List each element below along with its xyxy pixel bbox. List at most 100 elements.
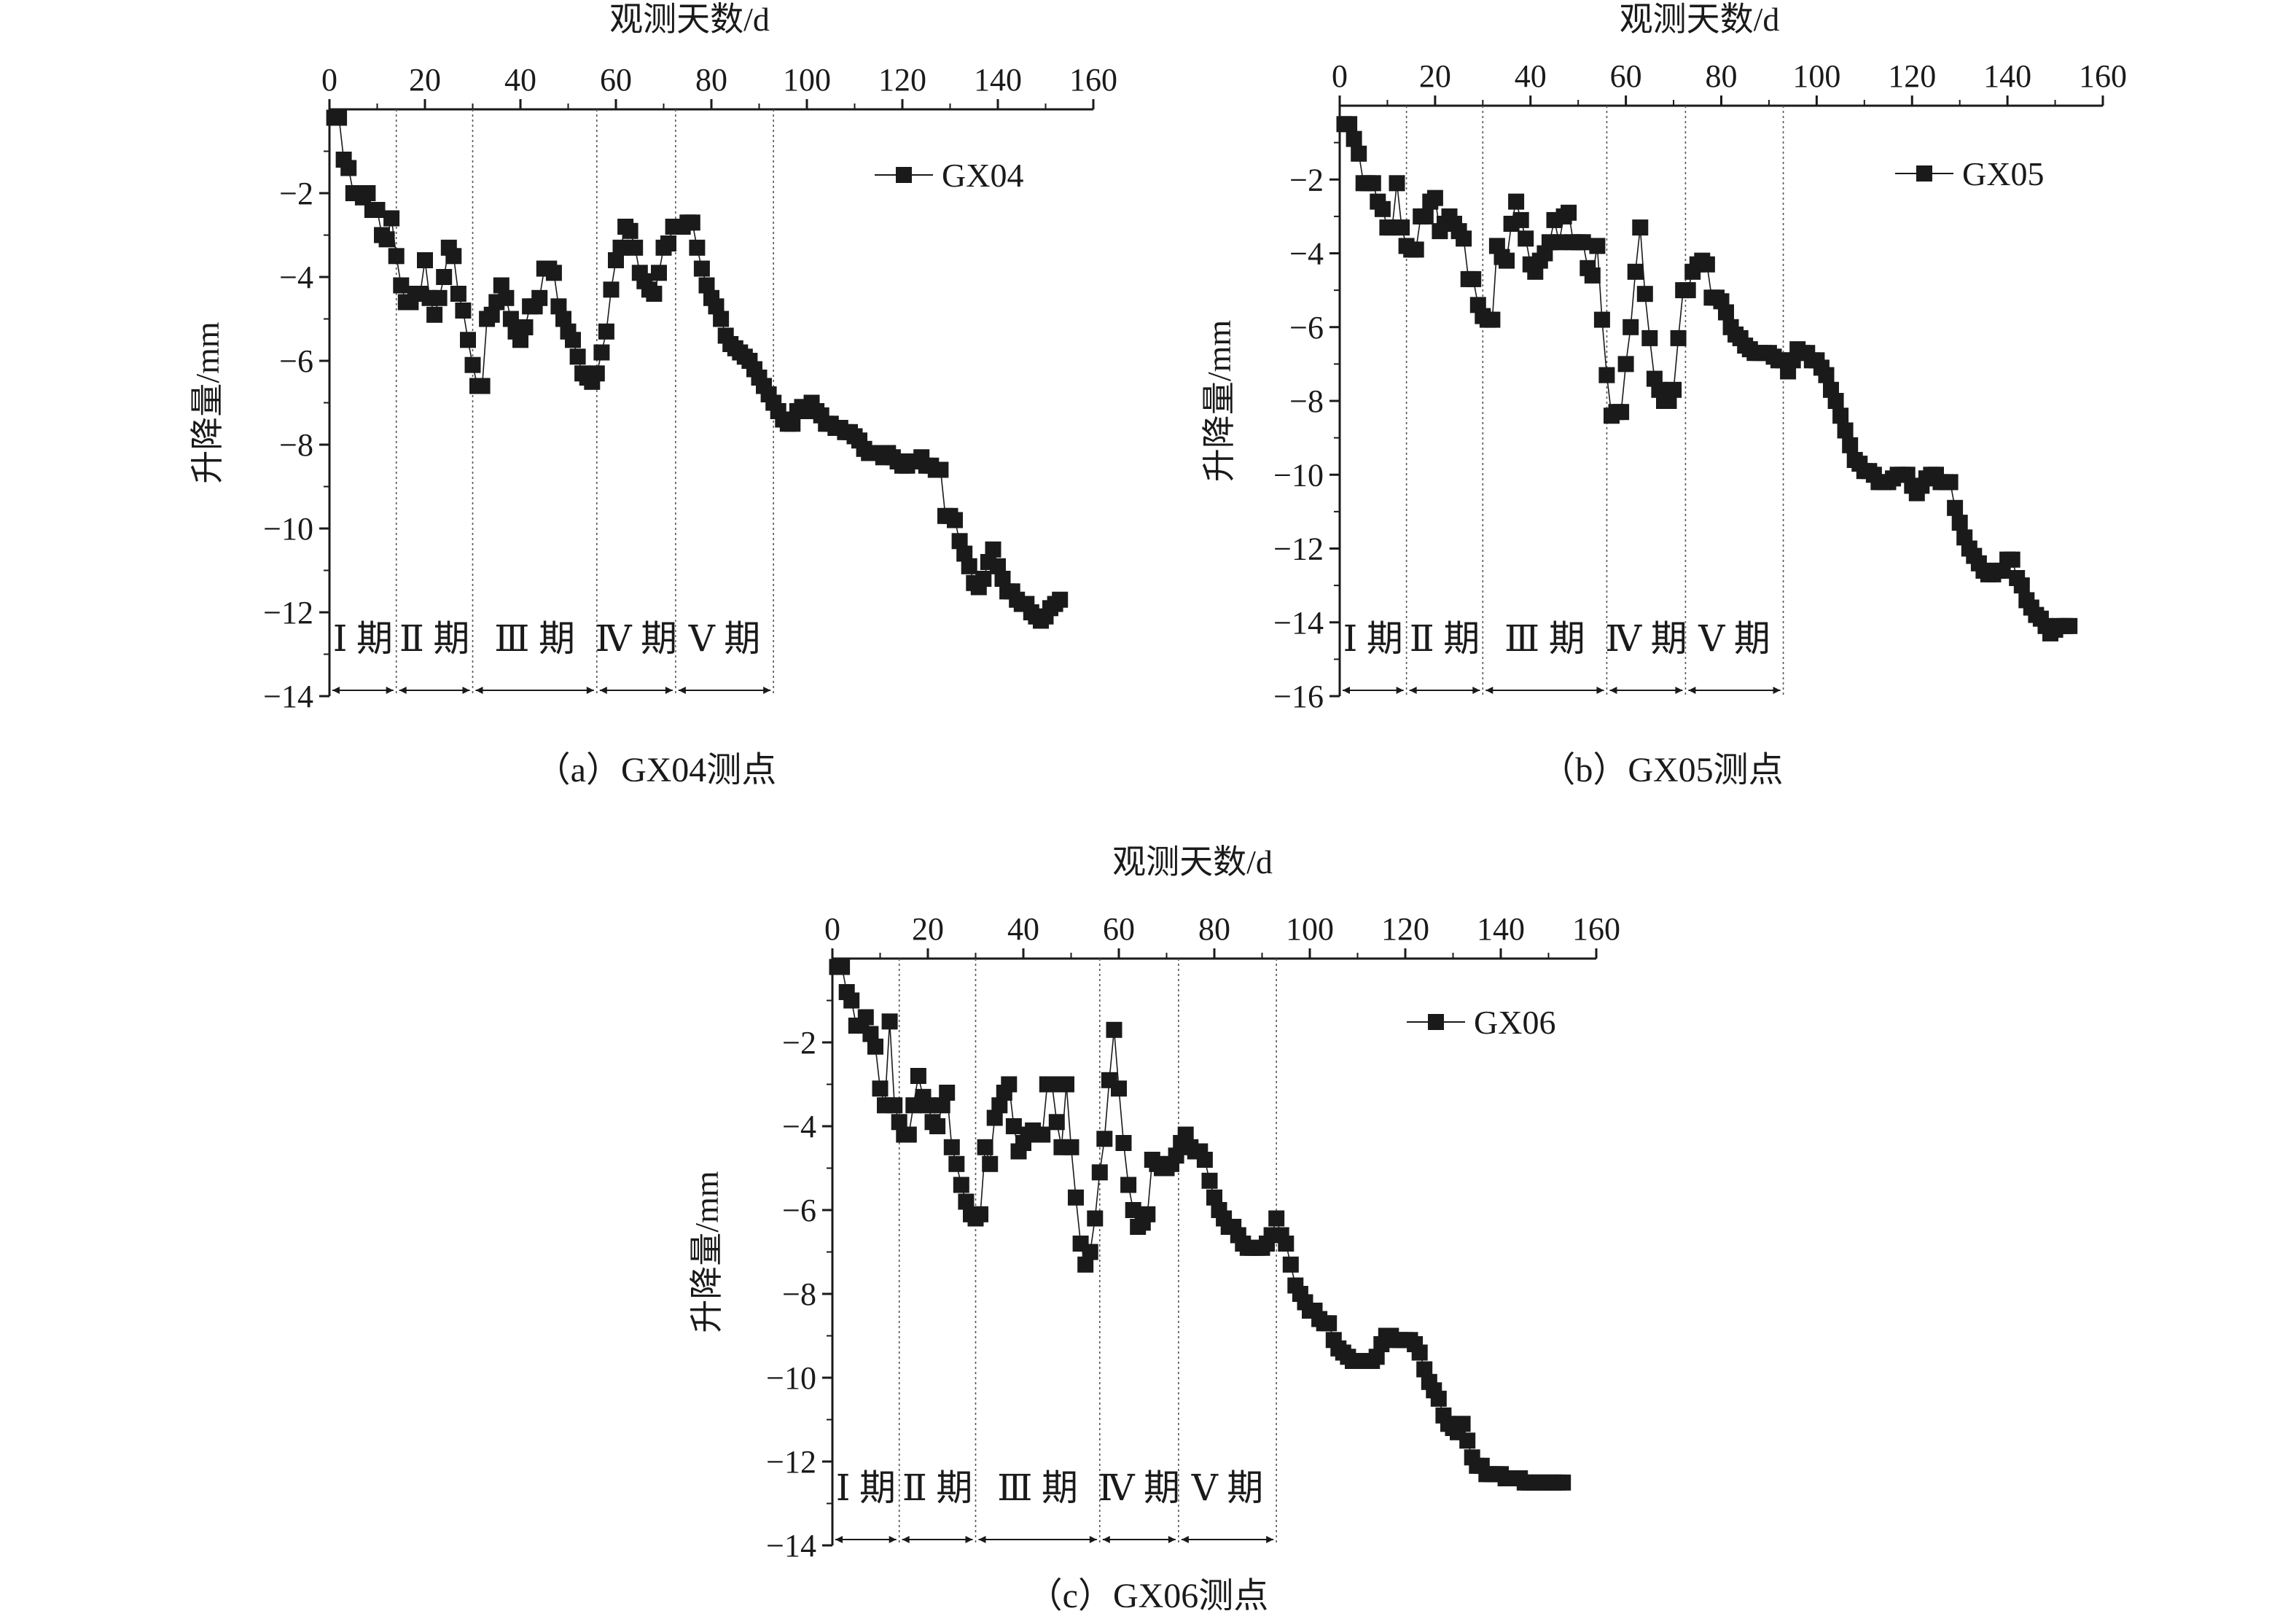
period-label: Ⅲ 期 <box>1504 618 1585 659</box>
data-point-marker <box>565 332 581 348</box>
data-point-marker <box>886 1097 903 1114</box>
data-point-marker <box>956 545 973 562</box>
y-tick-label: −4 <box>279 260 313 295</box>
arrowhead-left <box>1485 687 1493 694</box>
arrowhead-left <box>978 1536 986 1543</box>
data-point-marker <box>431 289 448 306</box>
arrowhead-left <box>332 687 340 694</box>
data-point-marker <box>1115 1135 1132 1151</box>
y-axis-title: 升降量/mm <box>189 321 226 484</box>
x-tick-label: 140 <box>974 62 1022 98</box>
x-tick-label: 140 <box>1477 911 1525 947</box>
data-point-marker <box>608 252 624 268</box>
data-point-marker <box>460 332 476 348</box>
data-point-marker <box>512 332 528 348</box>
data-point-marker <box>1106 1021 1122 1038</box>
y-axis-title: 升降量/mm <box>688 1171 725 1333</box>
data-point-marker <box>1120 1177 1137 1193</box>
data-point-marker <box>1942 474 1959 491</box>
data-point-marker <box>958 1193 975 1210</box>
arrowhead-right <box>1596 687 1604 694</box>
data-point-marker <box>1827 393 1844 409</box>
data-point-marker <box>872 1080 889 1097</box>
data-point-marker <box>1394 219 1410 236</box>
x-tick-label: 40 <box>1515 58 1547 94</box>
arrowhead-left <box>1409 687 1417 694</box>
data-point-marker <box>598 323 614 340</box>
data-point-marker <box>378 231 395 248</box>
x-tick-label: 20 <box>1419 58 1451 94</box>
data-point-marker <box>1411 1344 1428 1361</box>
x-axis-title: 观测天数/d <box>609 1 770 38</box>
period-label: Ⅲ 期 <box>997 1467 1078 1508</box>
data-point-marker <box>627 239 644 256</box>
data-point-marker <box>1068 1189 1084 1206</box>
x-tick-label: 20 <box>409 62 441 98</box>
arrowhead-right <box>386 687 394 694</box>
y-axis-title: 升降量/mm <box>1200 320 1238 483</box>
y-tick-label: −10 <box>1273 457 1324 493</box>
data-point-marker <box>1044 1076 1061 1093</box>
data-point-marker <box>1617 356 1634 372</box>
data-point-marker <box>1282 1256 1299 1273</box>
data-point-marker <box>961 558 977 574</box>
data-point-marker <box>1947 499 1964 516</box>
data-point-marker <box>2013 577 2030 594</box>
data-point-marker <box>340 160 357 176</box>
data-point-marker <box>569 348 586 365</box>
arrowhead-right <box>763 687 771 694</box>
data-point-marker <box>1951 515 1968 531</box>
y-tick-label: −12 <box>1273 531 1324 567</box>
data-point-marker <box>603 281 620 298</box>
period-label: Ⅴ 期 <box>688 618 761 659</box>
x-tick-label: 100 <box>1286 911 1334 947</box>
y-tick-label: −10 <box>263 511 313 547</box>
data-point-marker <box>1407 241 1424 258</box>
y-tick-label: −8 <box>1289 383 1324 419</box>
data-point-marker <box>920 1097 936 1114</box>
x-tick-label: 0 <box>824 911 840 947</box>
data-point-marker <box>784 416 801 432</box>
x-tick-label: 160 <box>1069 62 1117 98</box>
data-point-marker <box>1574 234 1591 251</box>
data-point-marker <box>932 461 949 478</box>
data-point-marker <box>1818 367 1835 383</box>
data-point-marker <box>975 571 992 587</box>
x-tick-label: 140 <box>1983 58 2031 94</box>
data-point-marker <box>1518 230 1534 247</box>
x-tick-label: 160 <box>2079 58 2127 94</box>
x-tick-label: 80 <box>1706 58 1738 94</box>
arrowhead-left <box>678 687 686 694</box>
data-point-marker <box>1206 1189 1222 1206</box>
y-tick-label: −12 <box>263 595 313 631</box>
data-point-marker <box>359 185 376 201</box>
y-tick-label: −6 <box>1289 310 1324 346</box>
x-tick-label: 120 <box>1381 911 1429 947</box>
y-tick-label: −2 <box>1289 162 1324 198</box>
data-point-marker <box>593 344 610 361</box>
arrowhead-left <box>902 1536 910 1543</box>
x-tick-label: 100 <box>1792 58 1840 94</box>
data-point-marker <box>1001 1076 1018 1093</box>
data-point-marker <box>708 298 725 315</box>
arrowhead-right <box>665 687 673 694</box>
data-point-marker <box>1679 282 1696 299</box>
legend-marker <box>1916 165 1932 182</box>
data-point-marker <box>1430 1390 1447 1407</box>
period-label: Ⅰ 期 <box>1343 618 1403 659</box>
data-point-marker <box>953 1177 969 1193</box>
y-tick-label: −4 <box>782 1109 816 1144</box>
arrowhead-left <box>1688 687 1696 694</box>
figure-caption: （b）GX05测点 <box>1540 751 1783 789</box>
data-point-marker <box>2061 617 2078 634</box>
data-point-marker <box>947 512 963 528</box>
data-point-marker <box>517 319 534 335</box>
y-tick-label: −14 <box>263 679 313 714</box>
data-point-marker <box>1551 234 1567 251</box>
data-point-marker <box>1718 304 1734 321</box>
data-point-marker <box>1177 1126 1194 1143</box>
y-tick-label: −14 <box>766 1528 816 1564</box>
y-tick-label: −2 <box>279 176 313 211</box>
x-tick-label: 160 <box>1572 911 1620 947</box>
data-point-marker <box>1346 130 1362 147</box>
